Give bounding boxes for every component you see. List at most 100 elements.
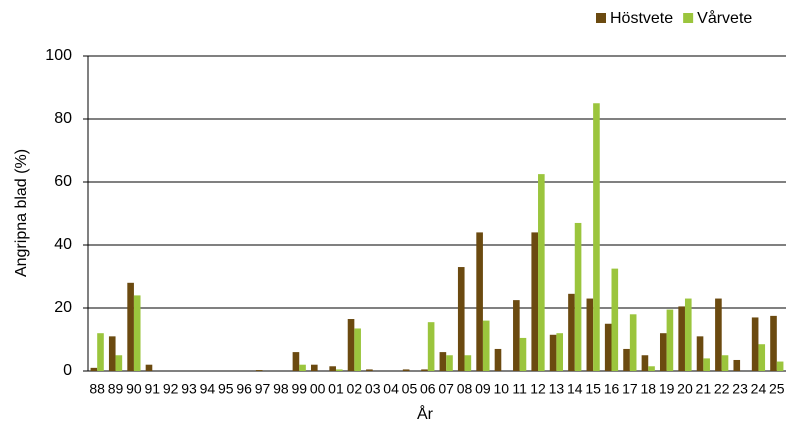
bar: [696, 336, 704, 371]
x-tick-label: 18: [640, 381, 656, 397]
x-tick-label: 15: [585, 381, 601, 397]
bar: [299, 364, 306, 371]
bar: [586, 298, 594, 371]
bar: [347, 319, 355, 371]
bar: [292, 352, 300, 371]
x-tick-label: 05: [402, 381, 418, 397]
bar: [648, 366, 655, 371]
bar: [593, 103, 600, 371]
x-tick-label: 08: [457, 381, 473, 397]
bar: [684, 298, 692, 371]
legend-swatch: [596, 13, 606, 23]
bar: [538, 174, 545, 371]
y-tick-label: 60: [54, 173, 72, 190]
bar: [494, 348, 502, 371]
y-tick-label: 20: [54, 299, 72, 316]
x-tick-label: 99: [291, 381, 307, 397]
x-tick-label: 21: [696, 381, 712, 397]
bar: [482, 320, 490, 371]
bar: [531, 232, 539, 371]
x-tick-label: 22: [714, 381, 730, 397]
x-tick-label: 11: [512, 381, 527, 397]
bar: [556, 333, 564, 371]
bar: [90, 367, 98, 371]
x-tick-label: 98: [273, 381, 289, 397]
bar: [629, 314, 637, 371]
bar: [623, 348, 630, 371]
x-tick-label: 01: [328, 381, 344, 397]
bar: [513, 300, 520, 371]
bar: [457, 267, 465, 371]
bar: [678, 306, 685, 371]
x-tick-label: 10: [494, 381, 510, 397]
legend-swatch: [683, 13, 694, 23]
legend-label: Vårvete: [697, 9, 752, 27]
bar: [133, 295, 141, 371]
bar: [310, 364, 318, 371]
bar: [659, 333, 667, 371]
bar: [641, 355, 649, 371]
bar: [733, 359, 741, 371]
legend-label: Höstvete: [610, 10, 673, 27]
x-tick-label: 95: [218, 381, 234, 397]
bar: [421, 369, 428, 371]
bar: [464, 355, 472, 371]
x-tick-label: 16: [604, 381, 620, 397]
bar: [255, 370, 263, 371]
x-tick-label: 19: [659, 381, 675, 397]
x-tick-label: 92: [163, 381, 179, 397]
x-tick-label: 91: [145, 381, 161, 397]
bar: [127, 282, 134, 371]
bar: [402, 369, 410, 371]
x-tick-label: 93: [181, 381, 197, 397]
bar: [604, 323, 612, 371]
bar: [354, 328, 361, 371]
y-tick-label: 80: [54, 110, 72, 127]
bar: [145, 364, 153, 371]
x-tick-label: 89: [108, 381, 124, 397]
bar: [335, 369, 343, 371]
x-tick-label: 20: [677, 381, 693, 397]
bar: [715, 298, 722, 371]
bar: [721, 355, 729, 371]
x-tick-label: 14: [567, 381, 583, 397]
x-tick-label: 07: [438, 381, 454, 397]
x-tick-label: 06: [420, 381, 436, 397]
bar: [439, 352, 447, 371]
x-tick-label: 88: [89, 381, 105, 397]
bar: [776, 361, 784, 371]
bar: [476, 232, 483, 371]
x-tick-label: 97: [255, 381, 271, 397]
bar: [519, 337, 527, 371]
x-axis-title: År: [417, 404, 434, 423]
bar: [666, 309, 674, 371]
bar: [574, 222, 582, 371]
y-tick-label: 0: [63, 362, 72, 379]
bar: [366, 369, 373, 371]
y-tick-label: 100: [45, 47, 72, 64]
x-tick-label: 12: [530, 381, 546, 397]
bar: [549, 334, 557, 371]
y-axis-title: Angripna blad (%): [13, 149, 30, 277]
bar: [446, 355, 453, 371]
x-tick-label: 90: [126, 381, 142, 397]
y-tick-label: 40: [54, 236, 72, 253]
x-tick-label: 94: [200, 381, 216, 397]
x-tick-label: 96: [236, 381, 252, 397]
x-tick-label: 23: [732, 381, 748, 397]
x-tick-label: 25: [769, 381, 785, 397]
bar: [758, 344, 766, 371]
bar: [108, 336, 116, 371]
bar: [115, 355, 123, 371]
x-tick-label: 09: [475, 381, 491, 397]
bar: [751, 317, 759, 371]
x-tick-label: 04: [383, 381, 399, 397]
x-tick-label: 17: [622, 381, 638, 397]
bar: [703, 358, 710, 371]
bar: [329, 366, 336, 371]
bar: [611, 268, 619, 371]
bar: [427, 322, 435, 371]
x-tick-label: 24: [751, 381, 767, 397]
bar: [770, 315, 777, 371]
